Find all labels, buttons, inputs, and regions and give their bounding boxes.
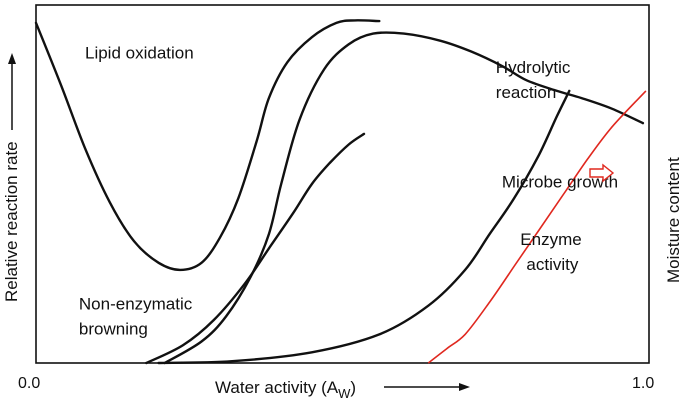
annotation-lipid-oxidation: Lipid oxidation — [85, 44, 194, 63]
series-line-hydrolytic-reaction — [145, 132, 366, 365]
x-axis-label: Water activity (AW) — [215, 378, 356, 401]
annotation-reaction: reaction — [496, 83, 556, 102]
y-axis-arrowhead-icon — [8, 53, 16, 64]
x-axis-label-sub: W — [338, 386, 351, 401]
annotation-enzyme: Enzyme — [520, 230, 581, 249]
annotation-activity: activity — [526, 255, 578, 274]
x-axis-label-main: Water activity (A — [215, 378, 339, 397]
series-line-non-enzymatic-browning — [163, 31, 645, 365]
x-tick-0: 0.0 — [18, 375, 40, 392]
annotations-group: Lipid oxidation Hydrolytic reaction Microbe… — [79, 44, 618, 339]
y-axis-label: Relative reaction rate — [2, 141, 21, 302]
annotation-non-enzymatic: Non-enzymatic — [79, 294, 193, 313]
x-axis-arrowhead-icon — [459, 383, 470, 391]
annotation-hydrolytic: Hydrolytic — [496, 58, 571, 77]
x-axis-label-suffix: ) — [350, 378, 356, 397]
series-line-enzyme-activity — [157, 89, 571, 365]
moisture-content-line — [427, 90, 647, 364]
y2-axis-label: Moisture content — [664, 157, 683, 283]
annotation-browning: browning — [79, 319, 148, 338]
moisture-arrow-icon — [589, 163, 615, 183]
plot-frame — [35, 4, 650, 364]
curves-group — [34, 19, 647, 365]
x-tick-1: 1.0 — [632, 375, 654, 392]
series-line-lipid-oxidation — [34, 19, 381, 272]
annotation-microbe-growth: Microbe growth — [502, 173, 618, 192]
